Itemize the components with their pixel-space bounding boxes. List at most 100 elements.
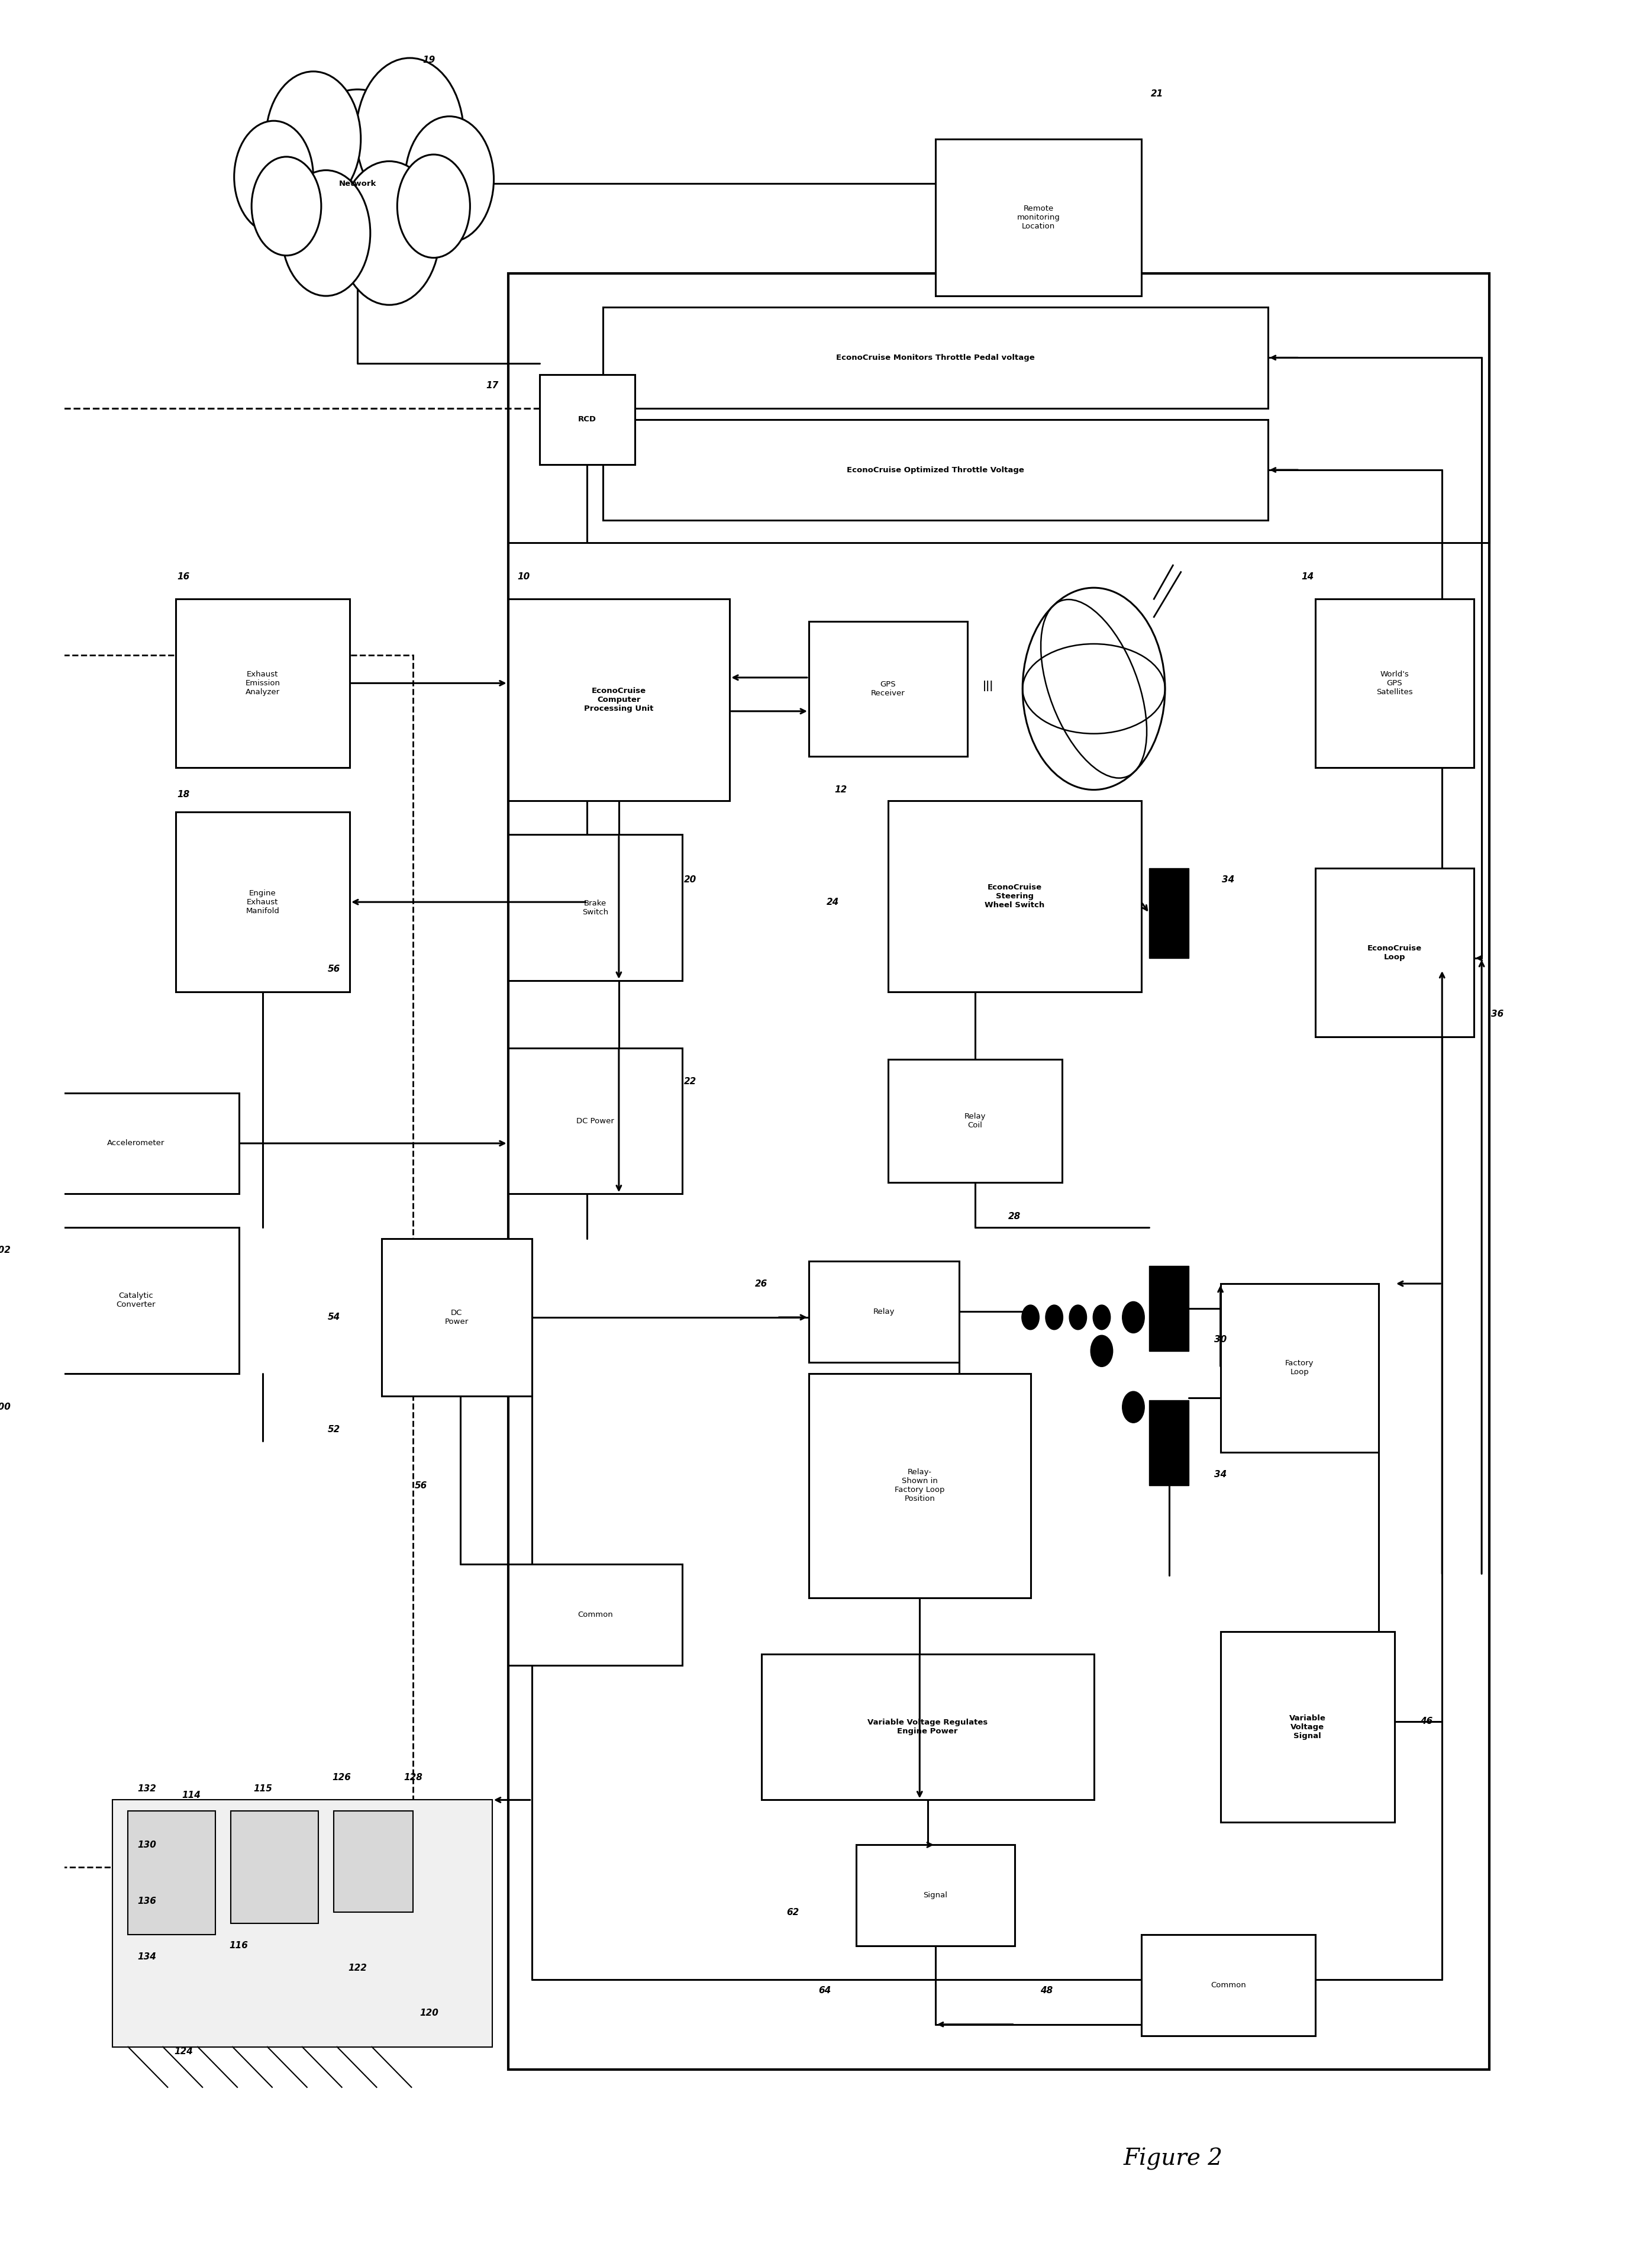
FancyBboxPatch shape: [1315, 867, 1474, 1036]
Text: Catalytic
Converter: Catalytic Converter: [116, 1293, 155, 1309]
Text: 56: 56: [415, 1480, 428, 1489]
Text: 18: 18: [177, 791, 190, 800]
Circle shape: [1021, 1304, 1039, 1329]
Circle shape: [1122, 1392, 1145, 1424]
Circle shape: [339, 162, 439, 304]
FancyBboxPatch shape: [112, 1800, 492, 2048]
Circle shape: [396, 155, 471, 257]
Text: 126: 126: [332, 1773, 352, 1782]
Text: DC Power: DC Power: [577, 1117, 615, 1124]
Circle shape: [405, 117, 494, 241]
Text: 20: 20: [684, 874, 697, 883]
Text: Accelerometer: Accelerometer: [107, 1140, 165, 1147]
Text: 52: 52: [327, 1426, 340, 1433]
FancyBboxPatch shape: [1221, 1284, 1379, 1451]
Text: 34: 34: [1222, 874, 1234, 883]
Circle shape: [291, 90, 425, 277]
Text: 30: 30: [1214, 1336, 1227, 1345]
Text: 132: 132: [137, 1784, 157, 1793]
FancyBboxPatch shape: [33, 1228, 240, 1374]
FancyBboxPatch shape: [856, 1845, 1014, 1947]
FancyBboxPatch shape: [1142, 1935, 1315, 2037]
Text: RCD: RCD: [578, 415, 596, 424]
FancyBboxPatch shape: [231, 1811, 319, 1924]
Circle shape: [1094, 1304, 1110, 1329]
FancyBboxPatch shape: [509, 834, 682, 980]
Text: Relay: Relay: [874, 1307, 895, 1316]
Circle shape: [1023, 588, 1165, 791]
Text: 120: 120: [420, 2010, 438, 2019]
FancyBboxPatch shape: [129, 1811, 215, 1935]
FancyBboxPatch shape: [1315, 599, 1474, 768]
Text: Relay
Coil: Relay Coil: [965, 1113, 986, 1129]
FancyBboxPatch shape: [33, 1093, 240, 1194]
Circle shape: [281, 171, 370, 295]
Text: Factory
Loop: Factory Loop: [1285, 1359, 1313, 1377]
Text: 10: 10: [517, 572, 530, 581]
Text: 56: 56: [327, 964, 340, 973]
Text: Common: Common: [578, 1611, 613, 1618]
Text: GPS
Receiver: GPS Receiver: [871, 680, 905, 696]
Text: 34: 34: [1214, 1469, 1227, 1478]
Text: 116: 116: [230, 1942, 248, 1951]
Text: 62: 62: [786, 1908, 800, 1917]
Text: 17: 17: [486, 381, 499, 390]
Text: 115: 115: [253, 1784, 273, 1793]
Text: EconoCruise
Computer
Processing Unit: EconoCruise Computer Processing Unit: [585, 687, 654, 712]
Text: 46: 46: [1421, 1717, 1432, 1726]
Text: 22: 22: [684, 1077, 697, 1086]
Text: 130: 130: [137, 1841, 157, 1850]
Text: 36: 36: [1492, 1009, 1503, 1018]
Text: 134: 134: [137, 1953, 157, 1962]
FancyBboxPatch shape: [509, 1048, 682, 1194]
Text: 54: 54: [327, 1313, 340, 1323]
Text: Figure 2: Figure 2: [1123, 2147, 1222, 2170]
Text: 21: 21: [1151, 90, 1163, 99]
Text: 100: 100: [0, 1404, 12, 1413]
Text: 16: 16: [177, 572, 190, 581]
Text: DC
Power: DC Power: [444, 1309, 469, 1325]
Text: 128: 128: [403, 1773, 423, 1782]
FancyBboxPatch shape: [889, 1059, 1062, 1183]
Text: EconoCruise Optimized Throttle Voltage: EconoCruise Optimized Throttle Voltage: [847, 466, 1024, 473]
Text: Relay-
Shown in
Factory Loop
Position: Relay- Shown in Factory Loop Position: [895, 1469, 945, 1503]
Text: Exhaust
Emission
Analyzer: Exhaust Emission Analyzer: [244, 671, 281, 696]
Text: World's
GPS
Satellites: World's GPS Satellites: [1376, 671, 1412, 696]
Text: EconoCruise
Loop: EconoCruise Loop: [1368, 944, 1422, 960]
Text: 64: 64: [818, 1987, 831, 1996]
Text: Signal: Signal: [923, 1893, 948, 1899]
FancyBboxPatch shape: [1150, 1401, 1189, 1485]
Text: Brake
Switch: Brake Switch: [582, 899, 608, 917]
FancyBboxPatch shape: [935, 140, 1142, 295]
FancyBboxPatch shape: [540, 374, 634, 464]
FancyBboxPatch shape: [175, 813, 350, 991]
Text: 26: 26: [755, 1280, 768, 1289]
Text: EconoCruise Monitors Throttle Pedal voltage: EconoCruise Monitors Throttle Pedal volt…: [836, 354, 1034, 360]
Circle shape: [235, 122, 314, 232]
FancyBboxPatch shape: [175, 599, 350, 768]
Text: Common: Common: [1211, 1980, 1246, 1989]
Circle shape: [1090, 1336, 1113, 1368]
Text: Remote
monitoring
Location: Remote monitoring Location: [1018, 205, 1061, 230]
Circle shape: [1122, 1302, 1145, 1334]
FancyBboxPatch shape: [509, 599, 730, 802]
FancyBboxPatch shape: [889, 802, 1142, 991]
Text: EconoCruise
Steering
Wheel Switch: EconoCruise Steering Wheel Switch: [985, 883, 1044, 910]
Text: 122: 122: [349, 1965, 367, 1974]
FancyBboxPatch shape: [809, 1374, 1031, 1597]
FancyBboxPatch shape: [509, 1564, 682, 1665]
FancyBboxPatch shape: [1150, 867, 1189, 958]
FancyBboxPatch shape: [382, 1239, 532, 1397]
Text: 136: 136: [137, 1897, 157, 1906]
Text: 14: 14: [1302, 572, 1313, 581]
Text: Variable Voltage Regulates
Engine Power: Variable Voltage Regulates Engine Power: [867, 1719, 988, 1735]
Circle shape: [1046, 1304, 1062, 1329]
Text: 28: 28: [1008, 1212, 1021, 1221]
FancyBboxPatch shape: [809, 622, 966, 757]
Circle shape: [1069, 1304, 1087, 1329]
FancyBboxPatch shape: [1150, 1266, 1189, 1352]
Text: Network: Network: [339, 180, 377, 187]
Circle shape: [251, 158, 320, 255]
FancyBboxPatch shape: [809, 1262, 960, 1363]
Text: Variable
Voltage
Signal: Variable Voltage Signal: [1289, 1715, 1327, 1739]
